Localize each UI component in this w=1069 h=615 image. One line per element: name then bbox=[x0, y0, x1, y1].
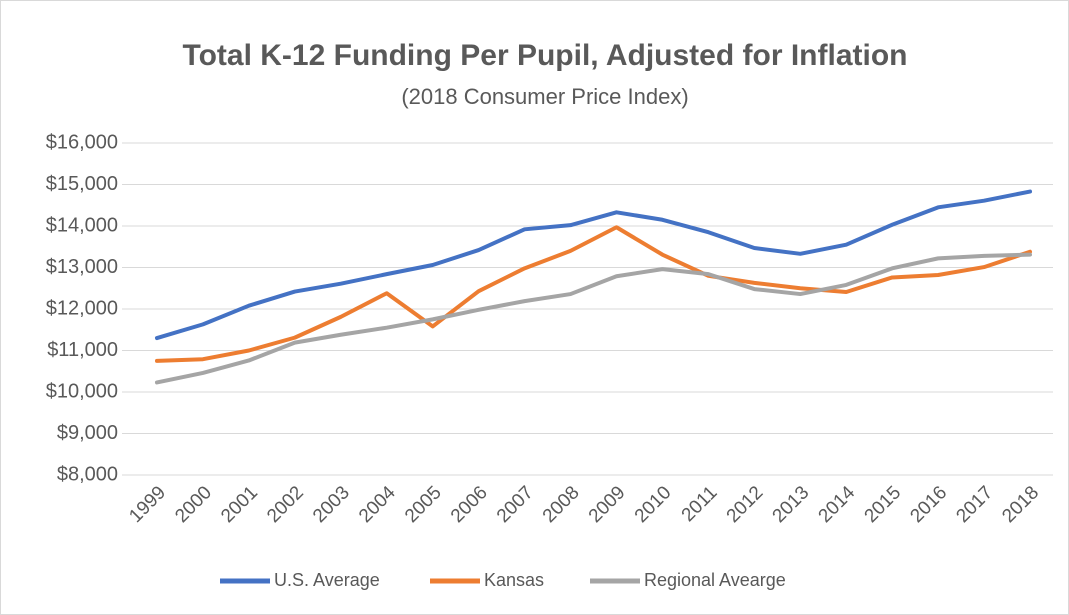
series-line bbox=[154, 189, 1033, 341]
chart-subtitle: (2018 Consumer Price Index) bbox=[401, 84, 688, 109]
legend-label: Kansas bbox=[484, 570, 544, 590]
y-tick-label: $16,000 bbox=[46, 131, 118, 153]
legend-label: U.S. Average bbox=[274, 570, 380, 590]
y-tick-label: $9,000 bbox=[57, 422, 118, 444]
chart-title: Total K-12 Funding Per Pupil, Adjusted f… bbox=[183, 39, 908, 72]
y-tick-label: $15,000 bbox=[46, 173, 118, 195]
y-tick-label: $11,000 bbox=[47, 339, 118, 361]
y-tick-label: $13,000 bbox=[46, 256, 118, 278]
legend-label: Regional Avearge bbox=[644, 570, 786, 590]
series-line bbox=[154, 225, 1033, 363]
y-tick-label: $14,000 bbox=[46, 214, 118, 236]
series-line bbox=[154, 252, 1033, 385]
y-tick-label: $8,000 bbox=[57, 463, 118, 485]
y-tick-label: $10,000 bbox=[46, 380, 118, 402]
y-tick-label: $12,000 bbox=[46, 297, 118, 319]
